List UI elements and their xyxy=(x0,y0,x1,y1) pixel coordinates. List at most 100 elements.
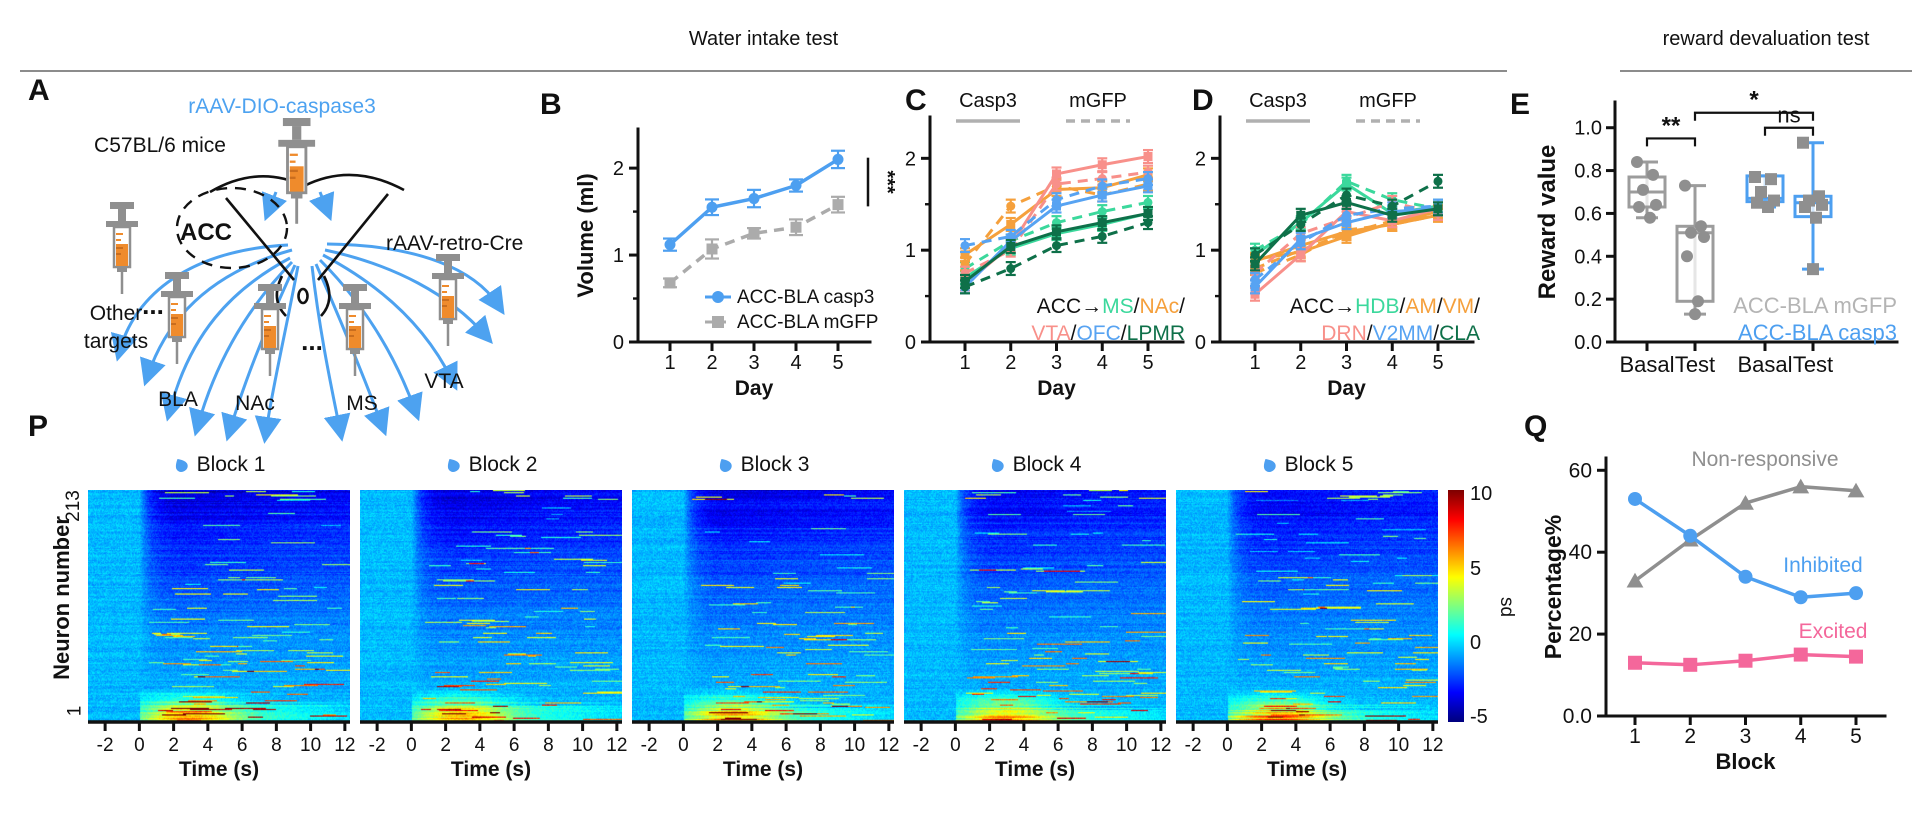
svg-text:0: 0 xyxy=(1222,735,1233,756)
block-label: Block 4 xyxy=(1012,453,1082,476)
series-acc-bla-mgfp xyxy=(663,195,845,289)
syringe-vta xyxy=(430,252,466,348)
block-header-5: Block 5 xyxy=(1176,452,1438,478)
heatmap-x-axis-3: -2 0 2 4 6 8 10 12 xyxy=(632,720,899,756)
svg-text:Casp3: Casp3 xyxy=(959,90,1017,112)
svg-text:Basal: Basal xyxy=(1619,352,1674,377)
syringe-other-targets xyxy=(104,200,140,296)
svg-text:1: 1 xyxy=(1629,725,1641,748)
water-drop-icon xyxy=(175,458,188,473)
heatmap-x-axis-4: -2 0 2 4 6 8 10 12 xyxy=(904,720,1171,756)
svg-text:0.6: 0.6 xyxy=(1574,203,1602,225)
svg-text:0: 0 xyxy=(134,735,145,756)
svg-text:2: 2 xyxy=(984,735,995,756)
series-non-responsive xyxy=(1626,478,1865,588)
svg-text:Reward value: Reward value xyxy=(1534,145,1561,300)
svg-text:60: 60 xyxy=(1569,459,1592,482)
svg-text:10: 10 xyxy=(300,735,321,756)
projection-legend-line-2: DRN/V2MM/CLA xyxy=(1321,322,1480,345)
panel-label-q: Q xyxy=(1524,410,1548,443)
svg-text:-2: -2 xyxy=(1185,735,1202,756)
label-c57bl6-mice: C57BL/6 mice xyxy=(94,134,226,157)
svg-text:Inhibited: Inhibited xyxy=(1783,554,1862,577)
svg-text:-2: -2 xyxy=(641,735,658,756)
series-excited xyxy=(1628,647,1863,672)
axes: 0.0 20 40 60 1 2 3 4 5 Block Percentage% xyxy=(1540,456,1887,774)
svg-text:12: 12 xyxy=(1150,735,1171,756)
svg-text:5: 5 xyxy=(1142,352,1153,374)
axes: 0 1 2 1 2 3 4 5 Day xyxy=(905,115,1185,400)
svg-text:mGFP: mGFP xyxy=(1359,90,1417,112)
panel-b-chart: 0 1 2 1 2 3 4 5 Day Volume (ml) *** ACC-BLA casp3 AC… xyxy=(573,127,898,400)
svg-text:1: 1 xyxy=(1195,240,1206,262)
svg-text:4: 4 xyxy=(203,735,214,756)
svg-text:10: 10 xyxy=(1116,735,1137,756)
svg-text:2: 2 xyxy=(905,148,916,170)
svg-text:ACC-BLA casp3: ACC-BLA casp3 xyxy=(737,287,874,308)
colorbar-tick-10: 10 xyxy=(1470,483,1493,505)
neuron-number-axis-label: Neuron number xyxy=(49,516,74,680)
colorbar-unit-label: sd xyxy=(1496,596,1518,618)
label-other: Other xyxy=(90,302,143,325)
box-test-1 xyxy=(1675,179,1715,321)
time-axis-label: Time (s) xyxy=(994,758,1076,781)
time-axis-label: Time (s) xyxy=(178,758,260,781)
block-label: Block 5 xyxy=(1284,453,1354,476)
svg-text:1.0: 1.0 xyxy=(1574,118,1602,140)
svg-text:1: 1 xyxy=(664,352,675,374)
series-inhibited xyxy=(1628,491,1863,605)
svg-text:0.4: 0.4 xyxy=(1574,246,1602,268)
svg-text:1: 1 xyxy=(959,352,970,374)
svg-text:2: 2 xyxy=(1295,352,1306,374)
block-header-3: Block 3 xyxy=(632,452,894,478)
box-basal-2 xyxy=(1745,171,1785,213)
label-bla: BLA xyxy=(158,388,198,411)
colorbar-tick--5: -5 xyxy=(1470,706,1488,728)
section-title-water-intake: Water intake test xyxy=(688,28,839,50)
svg-text:10: 10 xyxy=(844,735,865,756)
svg-text:2: 2 xyxy=(168,735,179,756)
label-raav-dio-caspase3: rAAV-DIO-caspase3 xyxy=(188,95,376,118)
svg-text:-2: -2 xyxy=(97,735,114,756)
time-axis-label: Time (s) xyxy=(450,758,532,781)
neuron-bottom-tick: 1 xyxy=(64,705,86,717)
water-drop-icon xyxy=(719,458,732,473)
svg-text:3: 3 xyxy=(1341,352,1352,374)
heatmap-block-2 xyxy=(360,490,622,722)
svg-text:6: 6 xyxy=(509,735,520,756)
heatmap-x-axis-1: -2 0 2 4 6 8 10 12 xyxy=(88,720,355,756)
svg-text:6: 6 xyxy=(237,735,248,756)
heatmap-x-axis-5: -2 0 2 4 6 8 10 12 xyxy=(1176,720,1443,756)
svg-text:1: 1 xyxy=(1249,352,1260,374)
svg-text:0: 0 xyxy=(905,332,916,354)
series-acc-bla-casp3 xyxy=(663,149,845,252)
svg-text:1: 1 xyxy=(613,245,624,267)
ellipsis-mid: ... xyxy=(301,326,323,356)
box-test-3 xyxy=(1793,136,1833,276)
series-acc-ofc-mgfp xyxy=(960,171,1153,254)
projection-legend-line-2: VTA/OFC/LPMR xyxy=(1031,322,1185,345)
svg-text:2: 2 xyxy=(440,735,451,756)
svg-text:2: 2 xyxy=(1005,352,1016,374)
svg-text:ACC-BLA casp3: ACC-BLA casp3 xyxy=(1738,320,1897,345)
svg-text:mGFP: mGFP xyxy=(1069,90,1127,112)
svg-text:4: 4 xyxy=(790,352,801,374)
label-targets: targets xyxy=(84,330,148,353)
svg-text:40: 40 xyxy=(1569,541,1592,564)
axes: 0 1 2 1 2 3 4 5 Day Volume (ml) xyxy=(573,127,872,400)
svg-text:1: 1 xyxy=(905,240,916,262)
block-header-1: Block 1 xyxy=(88,452,350,478)
svg-text:5: 5 xyxy=(1850,725,1862,748)
svg-text:ACC-BLA mGFP: ACC-BLA mGFP xyxy=(737,312,878,333)
svg-text:8: 8 xyxy=(271,735,282,756)
svg-text:Block: Block xyxy=(1716,749,1777,774)
svg-text:2: 2 xyxy=(1256,735,1267,756)
svg-text:8: 8 xyxy=(543,735,554,756)
panel-label-d: D xyxy=(1192,84,1214,117)
svg-text:6: 6 xyxy=(1053,735,1064,756)
syringe-acc xyxy=(276,116,317,226)
svg-text:**: ** xyxy=(1662,112,1681,139)
series-acc-lpmr-mgfp xyxy=(960,215,1153,295)
svg-text:2: 2 xyxy=(1684,725,1696,748)
colorbar-tick-0: 0 xyxy=(1470,632,1482,654)
